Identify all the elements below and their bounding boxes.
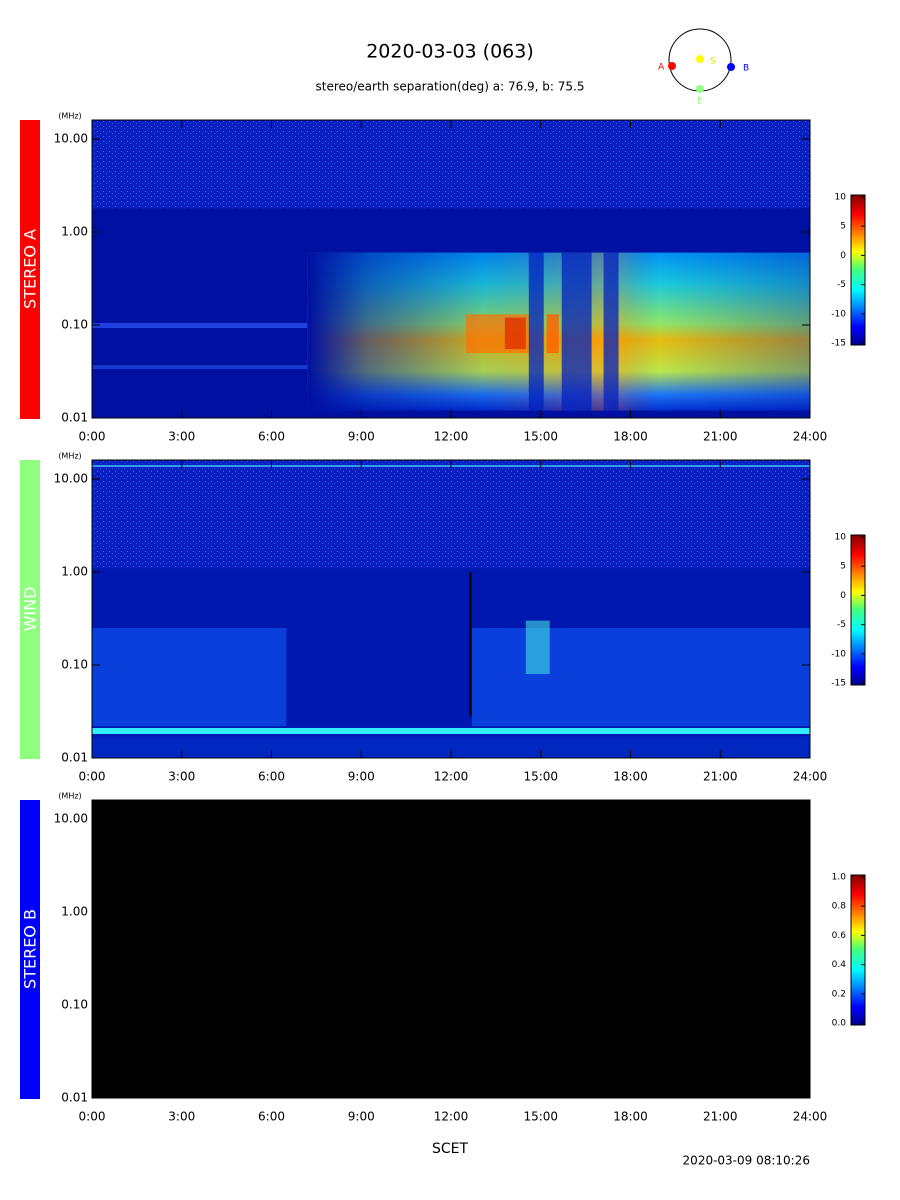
colorbar-tick-label: -10 xyxy=(831,649,846,659)
x-tick-label: 18:00 xyxy=(613,430,648,444)
colorbar xyxy=(850,534,866,686)
colorbar-tick-label: 0.4 xyxy=(832,960,847,970)
panel-label-bar xyxy=(20,460,40,759)
x-tick-label: 15:00 xyxy=(523,1110,558,1124)
spectrogram xyxy=(92,728,810,735)
colorbar-tick-label: -5 xyxy=(837,620,846,630)
y-tick-label: 0.10 xyxy=(61,997,88,1011)
spectrogram xyxy=(561,252,592,411)
x-tick-label: 18:00 xyxy=(613,770,648,784)
colorbar-tick-label: 0 xyxy=(840,251,846,261)
panel-label-bar xyxy=(20,800,40,1099)
colorbar-tick-label: 1.0 xyxy=(832,873,847,883)
x-tick-label: 9:00 xyxy=(348,430,375,444)
x-tick-label: 9:00 xyxy=(348,770,375,784)
subtitle: stereo/earth separation(deg) a: 76.9, b:… xyxy=(316,80,585,94)
orbit-point xyxy=(696,55,704,63)
spectrogram xyxy=(92,120,810,209)
y-unit: (MHz) xyxy=(58,112,81,121)
y-tick-label: 0.10 xyxy=(61,657,88,671)
spectrogram xyxy=(525,620,550,675)
orbit-point xyxy=(668,62,676,70)
x-tick-label: 6:00 xyxy=(258,1110,285,1124)
x-tick-label: 12:00 xyxy=(434,1110,469,1124)
colorbar-tick-label: 0.2 xyxy=(832,989,846,999)
colorbar-tick-label: 0.8 xyxy=(832,902,847,912)
spectrogram xyxy=(92,365,308,370)
spectrogram xyxy=(528,252,544,411)
y-tick-label: 10.00 xyxy=(54,471,88,485)
orbit-point xyxy=(727,63,735,71)
y-tick-label: 1.00 xyxy=(61,564,88,578)
x-tick-label: 18:00 xyxy=(613,1110,648,1124)
x-tick-label: 12:00 xyxy=(434,430,469,444)
panel-label: STEREO B xyxy=(21,909,40,989)
orbit-label: A xyxy=(658,63,665,73)
x-tick-label: 21:00 xyxy=(703,430,738,444)
colorbar-tick-label: 0.0 xyxy=(832,1019,847,1029)
y-tick-label: 10.00 xyxy=(54,811,88,825)
colorbar-tick-label: -10 xyxy=(831,309,846,319)
colorbar xyxy=(850,194,866,346)
x-tick-label: 6:00 xyxy=(258,430,285,444)
x-tick-label: 12:00 xyxy=(434,770,469,784)
x-tick-label: 3:00 xyxy=(168,1110,195,1124)
y-tick-label: 1.00 xyxy=(61,224,88,238)
spectrogram xyxy=(286,627,472,727)
colorbar xyxy=(850,874,866,1026)
colorbar-tick-label: -15 xyxy=(831,339,846,349)
colorbar-tick-label: 5 xyxy=(840,222,846,232)
spectrogram xyxy=(546,314,559,353)
colorbar-tick-label: 5 xyxy=(840,562,846,572)
orbit-point xyxy=(696,85,704,93)
x-tick-label: 21:00 xyxy=(703,770,738,784)
orbit-label: E xyxy=(697,97,703,107)
x-tick-label: 0:00 xyxy=(79,430,106,444)
y-tick-label: 0.10 xyxy=(61,317,88,331)
x-tick-label: 6:00 xyxy=(258,770,285,784)
panel-label: STEREO A xyxy=(21,229,40,309)
title: 2020-03-03 (063) xyxy=(366,41,534,63)
x-tick-label: 0:00 xyxy=(79,1110,106,1124)
x-tick-label: 15:00 xyxy=(523,430,558,444)
panel-label: WIND xyxy=(21,587,40,632)
orbit-diagram: A S B E xyxy=(658,28,749,107)
colorbar-tick-label: -15 xyxy=(831,679,846,689)
x-tick-label: 0:00 xyxy=(79,770,106,784)
colorbar-tick-label: 10 xyxy=(835,533,847,543)
y-tick-label: 10.00 xyxy=(54,131,88,145)
x-tick-label: 15:00 xyxy=(523,770,558,784)
x-tick-label: 3:00 xyxy=(168,430,195,444)
orbit-label: S xyxy=(710,57,716,67)
x-axis-label: SCET xyxy=(432,1141,469,1157)
x-tick-label: 21:00 xyxy=(703,1110,738,1124)
spectrogram xyxy=(92,460,810,569)
x-tick-label: 24:00 xyxy=(793,430,828,444)
y-unit: (MHz) xyxy=(58,792,81,801)
spectrogram xyxy=(92,800,810,1098)
orbit-label: B xyxy=(743,64,749,74)
spectrogram xyxy=(92,323,308,329)
x-tick-label: 9:00 xyxy=(348,1110,375,1124)
y-tick-label: 0.01 xyxy=(61,751,88,765)
colorbar-tick-label: 10 xyxy=(835,193,847,203)
panel-label-bar xyxy=(20,120,40,419)
y-unit: (MHz) xyxy=(58,452,81,461)
colorbar-tick-label: -5 xyxy=(837,280,846,290)
colorbar-tick-label: 0.6 xyxy=(832,931,847,941)
timestamp: 2020-03-09 08:10:26 xyxy=(683,1154,810,1168)
x-tick-label: 24:00 xyxy=(793,770,828,784)
y-tick-label: 0.01 xyxy=(61,1091,88,1105)
x-tick-label: 3:00 xyxy=(168,770,195,784)
spectrogram xyxy=(504,317,526,350)
spectrogram xyxy=(603,252,619,411)
x-tick-label: 24:00 xyxy=(793,1110,828,1124)
colorbar-tick-label: 0 xyxy=(840,591,846,601)
y-tick-label: 1.00 xyxy=(61,904,88,918)
y-tick-label: 0.01 xyxy=(61,411,88,425)
